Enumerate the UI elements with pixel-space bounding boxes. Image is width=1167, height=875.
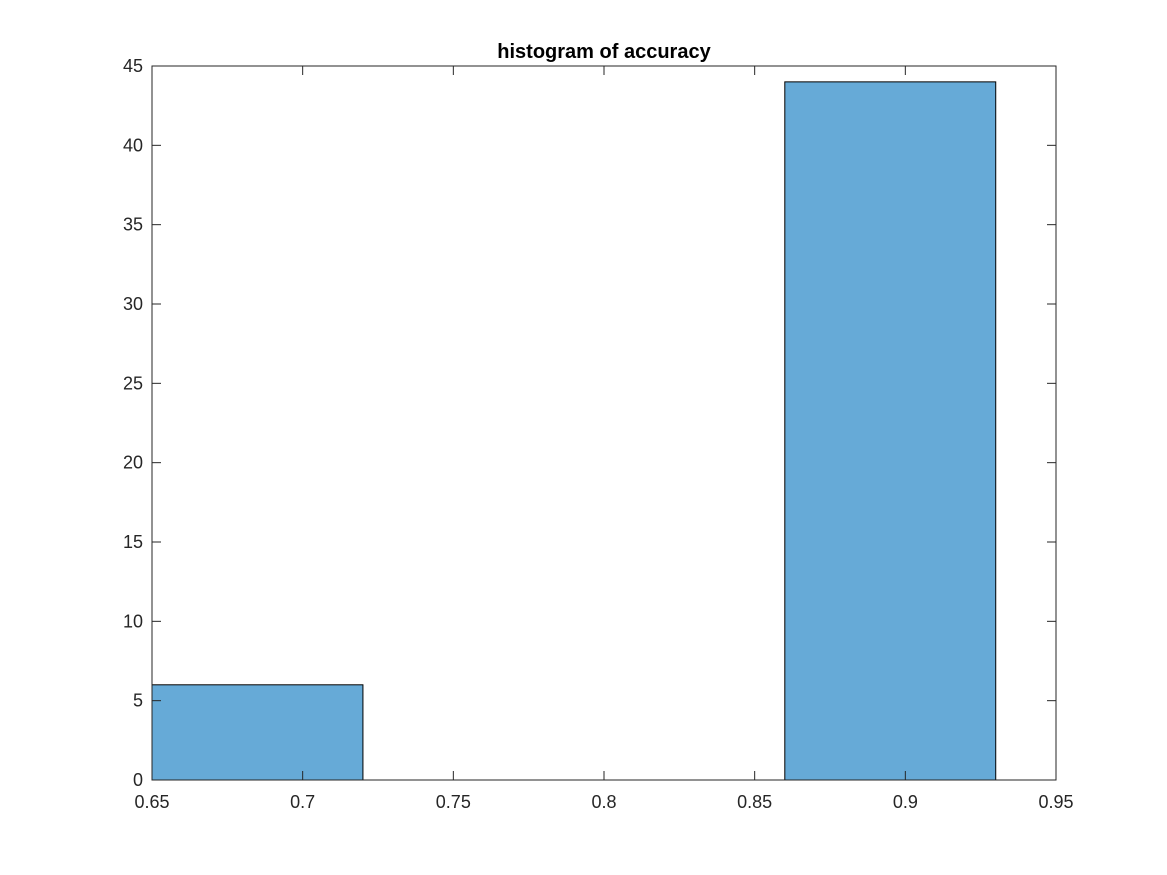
x-tick-label-5: 0.9 xyxy=(893,792,918,812)
y-tick-label-0: 0 xyxy=(133,770,143,790)
y-tick-label-6: 30 xyxy=(123,294,143,314)
x-tick-label-6: 0.95 xyxy=(1038,792,1073,812)
chart-title: histogram of accuracy xyxy=(497,41,711,63)
y-tick-label-9: 45 xyxy=(123,56,143,76)
x-tick-label-1: 0.7 xyxy=(290,792,315,812)
y-tick-label-8: 40 xyxy=(123,135,143,155)
x-tick-label-0: 0.65 xyxy=(134,792,169,812)
y-tick-label-1: 5 xyxy=(133,691,143,711)
y-tick-label-2: 10 xyxy=(123,611,143,631)
x-tick-label-3: 0.8 xyxy=(591,792,616,812)
y-tick-label-3: 15 xyxy=(123,532,143,552)
histogram-bar-3 xyxy=(784,81,997,781)
y-tick-label-5: 25 xyxy=(123,373,143,393)
y-tick-label-7: 35 xyxy=(123,215,143,235)
y-tick-label-4: 20 xyxy=(123,453,143,473)
histogram-bar-0 xyxy=(151,684,364,781)
x-tick-label-2: 0.75 xyxy=(436,792,471,812)
x-tick-label-4: 0.85 xyxy=(737,792,772,812)
